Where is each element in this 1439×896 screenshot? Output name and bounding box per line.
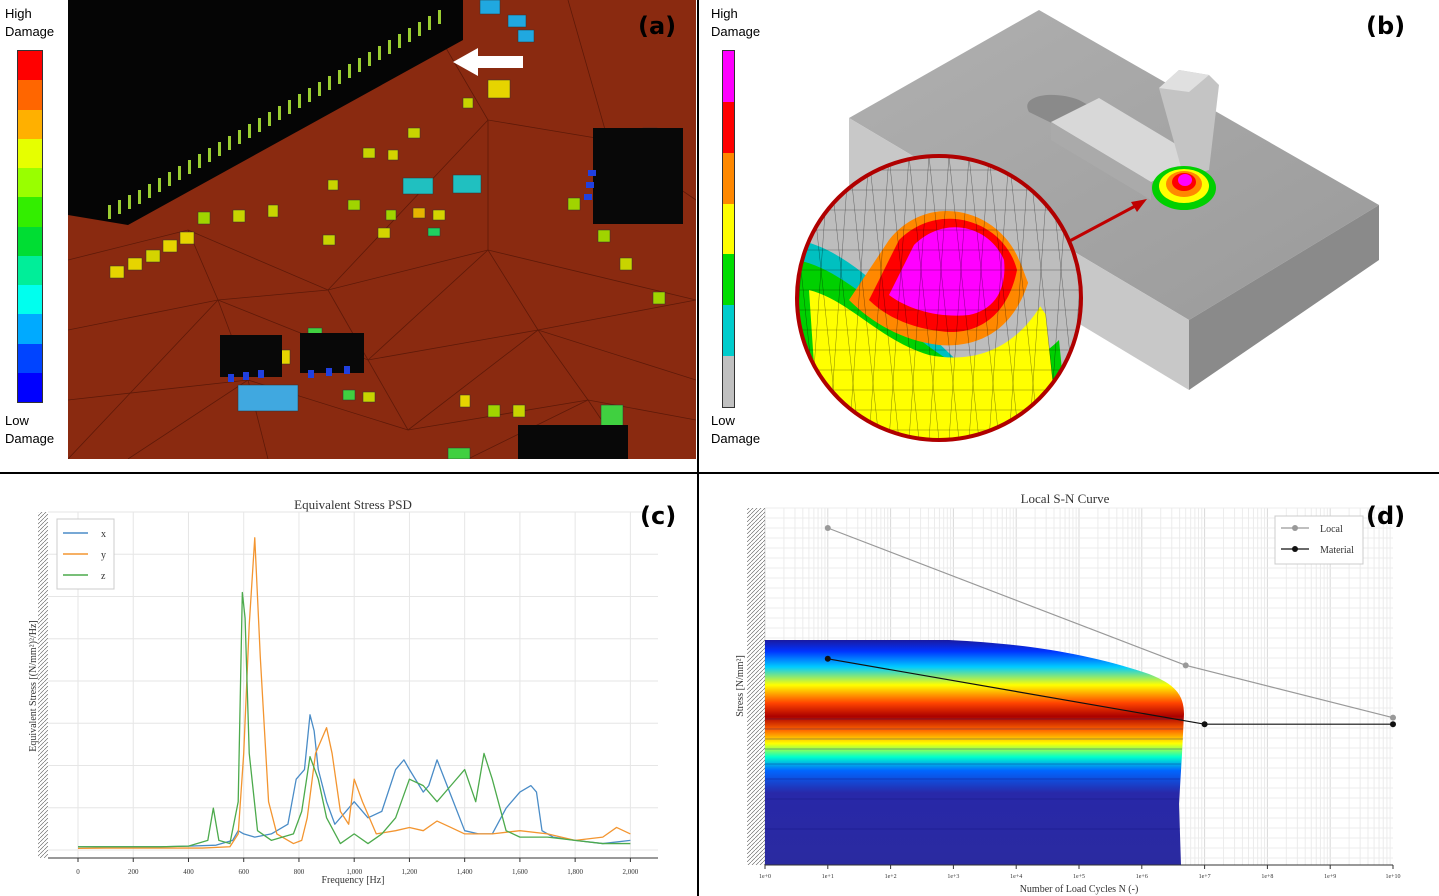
legend-entry-material: Material: [1320, 545, 1354, 556]
x-tick-label-d: 1e+10: [1385, 874, 1400, 880]
series-point-local: [1390, 714, 1396, 721]
damage-color-scale-a: [17, 50, 43, 403]
scale-a-segment-6: [18, 226, 42, 256]
vertical-divider: [697, 0, 699, 896]
x-tick-label-c: 1,400: [457, 868, 473, 876]
series-line-y: [77, 537, 631, 850]
x-tick-label-d: 1e+8: [1261, 874, 1273, 880]
scale-a-segment-8: [18, 285, 42, 315]
x-tick-label-c: 1,200: [402, 868, 418, 876]
x-tick-label-d: 1e+0: [759, 874, 771, 880]
equivalent-stress-psd-chart: Equivalent Stress PSD 0 200 400 600 800 1,000…: [28, 497, 658, 886]
scale-b-segment-3: [723, 203, 734, 255]
scale-a-segment-2: [18, 109, 42, 139]
series-line-x: [78, 714, 631, 848]
panel-label-a: (a): [638, 12, 677, 40]
scale-a-segment-7: [18, 255, 42, 285]
legend-entry-z: z: [101, 571, 106, 582]
legend-entry-x: x: [101, 529, 106, 540]
damage-color-scale-b: [722, 50, 735, 408]
x-tick-label-c: 2,000: [623, 868, 639, 876]
legend-d: Local Material: [1274, 515, 1364, 565]
x-tick-label-d: 1e+5: [1073, 874, 1085, 880]
scale-a-segment-3: [18, 138, 42, 168]
x-tick-label-d: 1e+7: [1199, 874, 1211, 880]
legend-high-label-b: High Damage: [711, 6, 761, 39]
series-point-material: [1201, 721, 1208, 728]
series-point-local: [1182, 662, 1189, 669]
x-tick-label-c: 1,600: [512, 868, 528, 876]
x-tick-label-c: 1,800: [567, 868, 583, 876]
y-axis-label-d: Stress [N/mm²]: [735, 655, 746, 717]
scale-a-segment-4: [18, 168, 42, 198]
series-point-local: [824, 525, 831, 531]
x-axis-label-c: Frequency [Hz]: [321, 875, 384, 886]
chart-title-c: Equivalent Stress PSD: [294, 497, 412, 512]
x-tick-label-c: 800: [294, 868, 305, 876]
horizontal-divider: [0, 472, 1439, 474]
scale-b-segment-0: [723, 51, 734, 102]
scale-a-segment-10: [18, 343, 42, 373]
x-tick-label-d: 1e+1: [822, 874, 834, 880]
x-tick-label-d: 1e+4: [1010, 874, 1022, 880]
x-tick-label-c: 0: [76, 868, 80, 876]
series-line-z: [78, 591, 631, 848]
legend-high-label-a: High Damage: [5, 6, 55, 39]
y-axis-hatch-c: [38, 512, 48, 858]
x-tick-label-c: 1,000: [346, 868, 362, 876]
chart-title-d: Local S-N Curve: [1021, 491, 1110, 506]
x-tick-label-d: 1e+3: [947, 874, 959, 880]
panel-c: Equivalent Stress PSD 0 200 400 600 800 1,000…: [0, 474, 697, 896]
local-sn-curve-chart: Local S-N Curve 1e+0 1e+1 1e+2 1e+3 1e+4 1e+5…: [735, 491, 1401, 895]
pcb-render: [68, 0, 696, 459]
panel-d: Local S-N Curve 1e+0 1e+1 1e+2 1e+3 1e+4 1e+5…: [699, 474, 1439, 896]
series-lines-d: [824, 525, 1396, 728]
y-axis-hatch-d: [747, 508, 765, 865]
x-tick-label-c: 200: [128, 868, 139, 876]
x-axis-label-d: Number of Load Cycles N (-): [1020, 884, 1139, 895]
panel-label-d: (d): [1366, 502, 1406, 530]
scale-b-segment-4: [723, 254, 734, 306]
scale-a-segment-11: [18, 372, 42, 402]
scale-a-segment-0: [18, 51, 42, 81]
x-tick-label-d: 1e+6: [1136, 874, 1148, 880]
legend-entry-local: Local: [1320, 524, 1343, 535]
scale-a-segment-5: [18, 197, 42, 227]
x-tick-label-d: 1e+9: [1324, 874, 1336, 880]
grid-c: [48, 511, 658, 858]
x-tick-label-c: 600: [238, 868, 249, 876]
panel-a: High Damage Low Damage: [0, 0, 697, 472]
scale-b-segment-5: [723, 305, 734, 357]
panel-b: High Damage Low Damage: [699, 0, 1439, 472]
series-point-material: [824, 655, 831, 662]
y-axis-label-c: Equivalent Stress [(N/mm²)²/Hz]: [28, 620, 39, 752]
panel-label-c: (c): [640, 502, 677, 530]
scale-b-segment-6: [723, 356, 734, 407]
scale-b-segment-1: [723, 101, 734, 153]
scale-b-segment-2: [723, 152, 734, 204]
x-tick-labels-d: 1e+0 1e+1 1e+2 1e+3 1e+4 1e+5 1e+6 1e+7 1e+8 1e+9…: [759, 865, 1401, 880]
scale-a-segment-9: [18, 314, 42, 344]
scale-a-segment-1: [18, 80, 42, 110]
x-tick-label-d: 1e+2: [885, 874, 897, 880]
series-point-material: [1390, 721, 1396, 728]
damage-distribution-fill: [765, 640, 1184, 865]
weld-joint-render: [795, 10, 1379, 442]
legend-c: x y z: [56, 518, 115, 590]
x-tick-label-c: 400: [183, 868, 194, 876]
series-lines-c: [77, 537, 631, 850]
legend-entry-y: y: [101, 550, 106, 561]
legend-low-label-b: Low Damage: [711, 413, 761, 446]
x-tick-labels-c: 0 200 400 600 800 1,000 1,200 1,400 1,600 1,800 2,…: [76, 858, 639, 876]
panel-label-b: (b): [1366, 12, 1406, 40]
legend-low-label-a: Low Damage: [5, 413, 55, 446]
